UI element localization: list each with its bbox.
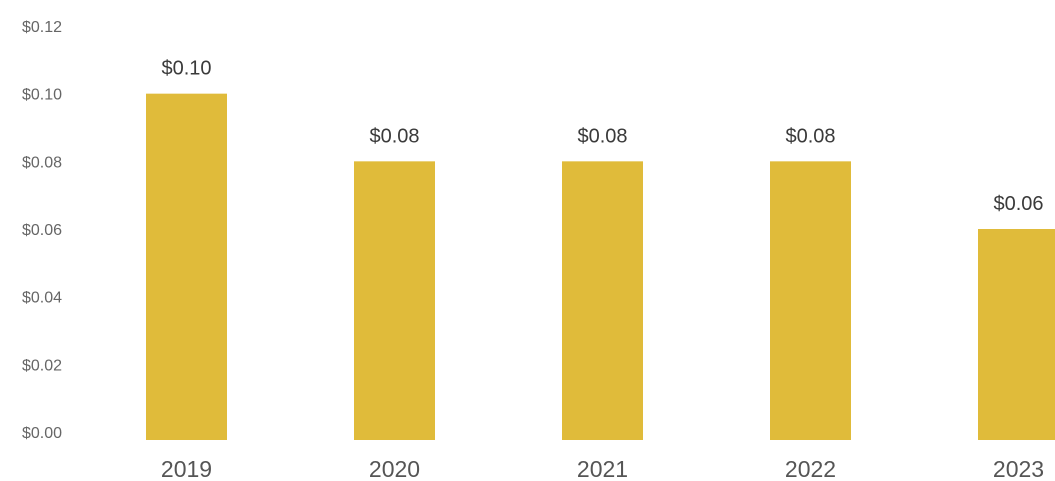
data-label-2021: $0.08 xyxy=(577,125,627,147)
data-label-2022: $0.08 xyxy=(785,125,835,147)
y-axis: $0.00 $0.02 $0.04 $0.06 $0.08 $0.10 $0.12 xyxy=(22,19,62,442)
x-tick-label-2021: 2021 xyxy=(577,456,628,481)
bar-2023 xyxy=(978,229,1055,440)
data-label-2019: $0.10 xyxy=(161,58,211,80)
bar-2022 xyxy=(770,161,851,441)
x-tick-label-2022: 2022 xyxy=(785,456,836,481)
data-labels-group: $0.10 $0.08 $0.08 $0.08 $0.06 xyxy=(161,58,1043,215)
y-tick-label: $0.06 xyxy=(22,222,62,239)
bar-2019 xyxy=(146,93,227,441)
x-tick-label-2019: 2019 xyxy=(161,456,212,481)
x-tick-label-2020: 2020 xyxy=(369,456,420,481)
y-tick-label: $0.10 xyxy=(22,87,62,104)
bar-2020 xyxy=(354,161,435,441)
x-axis: 2019 2020 2021 2022 2023 xyxy=(161,456,1044,481)
bar-2021 xyxy=(562,161,643,441)
y-tick-label: $0.08 xyxy=(22,154,62,171)
data-label-2023: $0.06 xyxy=(993,193,1043,215)
y-tick-label: $0.02 xyxy=(22,357,62,374)
y-tick-label: $0.04 xyxy=(22,290,62,307)
data-label-2020: $0.08 xyxy=(369,125,419,147)
x-tick-label-2023: 2023 xyxy=(993,456,1044,481)
y-tick-label: $0.12 xyxy=(22,19,62,36)
bars-group xyxy=(146,93,1055,441)
y-tick-label: $0.00 xyxy=(22,425,62,442)
